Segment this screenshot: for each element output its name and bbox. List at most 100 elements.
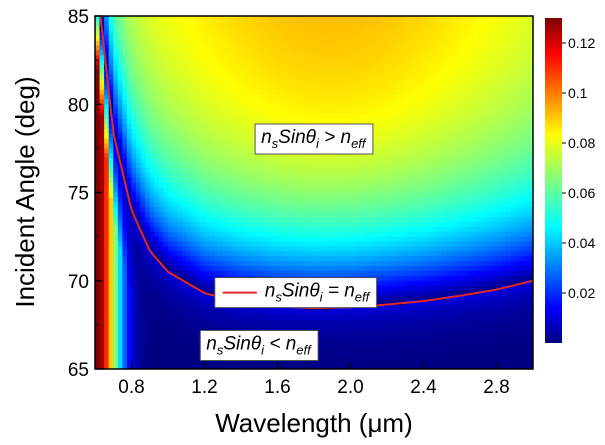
heatmap-cell	[355, 109, 361, 115]
heatmap-cell	[140, 241, 146, 248]
heatmap-cell	[158, 138, 165, 145]
heatmap-cell	[336, 261, 342, 267]
heatmap-cell	[464, 163, 470, 169]
heatmap-cell	[450, 153, 457, 159]
heatmap-cell	[241, 177, 247, 184]
heatmap-cell	[382, 261, 388, 267]
heatmap-cell	[528, 148, 533, 154]
heatmap-cell	[154, 153, 160, 159]
heatmap-cell	[318, 99, 324, 105]
heatmap-cell	[140, 69, 146, 76]
heatmap-cell	[131, 256, 137, 262]
heatmap-cell	[396, 261, 402, 267]
heatmap-cell	[126, 118, 133, 125]
heatmap-cell	[295, 177, 301, 184]
heatmap-cell	[136, 251, 142, 257]
heatmap-cell	[149, 226, 155, 233]
heatmap-cell	[332, 99, 338, 105]
heatmap-cell	[209, 207, 215, 213]
heatmap-cell	[496, 177, 502, 184]
heatmap-cell	[218, 35, 224, 42]
heatmap-cell	[414, 231, 420, 238]
heatmap-cell	[373, 158, 379, 164]
heatmap-cell	[282, 226, 288, 233]
heatmap-cell	[163, 217, 169, 223]
heatmap-cell	[163, 251, 169, 257]
heatmap-cell	[423, 74, 429, 81]
heatmap-cell	[460, 128, 466, 135]
heatmap-cell	[318, 192, 324, 198]
heatmap-cell	[245, 40, 251, 47]
heatmap-cell	[336, 109, 342, 115]
heatmap-cell	[122, 20, 128, 27]
heatmap-cell	[282, 65, 288, 71]
heatmap-cell	[437, 99, 443, 105]
heatmap-cell	[204, 60, 210, 66]
heatmap-cell	[95, 138, 101, 145]
heatmap-cell	[519, 226, 525, 233]
heatmap-cell	[487, 246, 493, 252]
heatmap-cell	[113, 172, 119, 179]
heatmap-cell	[432, 246, 438, 252]
heatmap-cell	[117, 79, 123, 86]
heatmap-cell	[95, 45, 101, 51]
heatmap-cell	[209, 261, 215, 267]
heatmap-cell	[446, 158, 452, 164]
heatmap-cell	[377, 261, 384, 267]
heatmap-cell	[190, 79, 196, 86]
heatmap-cell	[250, 207, 256, 213]
heatmap-cell	[95, 74, 101, 81]
heatmap-cell	[209, 118, 215, 125]
heatmap-cell	[309, 177, 315, 184]
heatmap-cell	[355, 99, 361, 105]
heatmap-cell	[496, 212, 502, 218]
heatmap-cell	[450, 16, 457, 22]
heatmap-cell	[501, 148, 507, 154]
heatmap-cell	[460, 148, 466, 154]
heatmap-cell	[263, 246, 269, 252]
heatmap-cell	[181, 60, 187, 66]
heatmap-cell	[323, 192, 329, 198]
heatmap-cell	[437, 158, 443, 164]
heatmap-cell	[254, 158, 260, 164]
heatmap-cell	[113, 266, 119, 272]
heatmap-cell	[104, 212, 110, 218]
heatmap-cell	[195, 231, 201, 238]
heatmap-cell	[396, 123, 402, 130]
heatmap-cell	[117, 65, 123, 71]
heatmap-cell	[163, 167, 169, 174]
heatmap-cell	[231, 177, 238, 184]
heatmap-cell	[409, 40, 415, 47]
heatmap-cell	[510, 197, 516, 203]
heatmap-cell	[446, 261, 452, 267]
heatmap-cell	[245, 212, 251, 218]
heatmap-cell	[423, 256, 429, 262]
heatmap-cell	[528, 55, 533, 61]
heatmap-cell	[418, 212, 425, 218]
heatmap-cell	[309, 172, 315, 179]
heatmap-cell	[505, 109, 511, 115]
heatmap-cell	[523, 217, 530, 223]
heatmap-cell	[428, 266, 434, 272]
heatmap-cell	[441, 212, 447, 218]
heatmap-cell	[163, 192, 169, 198]
heatmap-cell	[204, 163, 210, 169]
heatmap-cell	[450, 114, 457, 120]
heatmap-cell	[519, 94, 525, 100]
heatmap-cell	[136, 163, 142, 169]
heatmap-cell	[222, 30, 228, 37]
heatmap-cell	[186, 30, 192, 37]
heatmap-cell	[418, 138, 425, 145]
heatmap-cell	[505, 187, 511, 194]
heatmap-cell	[377, 202, 384, 208]
heatmap-cell	[368, 69, 374, 76]
heatmap-cell	[218, 246, 224, 252]
heatmap-cell	[181, 172, 187, 179]
heatmap-cell	[172, 40, 178, 47]
heatmap-cell	[482, 153, 488, 159]
heatmap-cell	[482, 89, 488, 96]
heatmap-cell	[282, 114, 288, 120]
heatmap-cell	[478, 99, 484, 105]
heatmap-cell	[391, 109, 397, 115]
heatmap-cell	[345, 55, 352, 61]
